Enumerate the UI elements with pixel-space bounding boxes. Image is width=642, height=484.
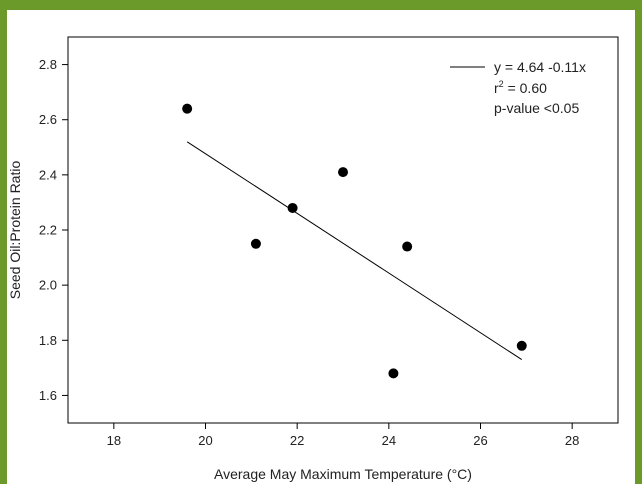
y-tick-label: 2.2 [39, 223, 57, 238]
x-axis-title: Average May Maximum Temperature (°C) [214, 466, 472, 482]
data-point [250, 238, 261, 249]
y-tick-label: 2.8 [39, 57, 57, 72]
legend: y = 4.64 -0.11x r2 = 0.60 p-value <0.05 [450, 59, 586, 116]
data-point [402, 241, 413, 252]
y-tick-label: 2.4 [39, 167, 57, 182]
legend-pvalue: p-value <0.05 [494, 100, 579, 116]
x-tick-label: 26 [473, 433, 487, 448]
y-tick-label: 1.8 [39, 333, 57, 348]
legend-r2-value: = 0.60 [504, 80, 547, 96]
legend-r2: r2 = 0.60 [494, 79, 547, 96]
y-tick-label: 1.6 [39, 388, 57, 403]
data-point [182, 103, 193, 114]
x-axis: 18 20 22 24 26 28 [107, 423, 579, 448]
data-point [338, 167, 348, 178]
y-axis-title: Seed Oil:Protein Ratio [7, 161, 23, 300]
y-tick-label: 2.6 [39, 112, 57, 127]
x-tick-label: 22 [290, 433, 304, 448]
x-tick-label: 20 [198, 433, 212, 448]
legend-r2-prefix: r [494, 80, 499, 96]
y-tick-label: 2.0 [39, 278, 57, 293]
x-tick-label: 18 [107, 433, 121, 448]
data-point [388, 368, 399, 379]
legend-equation: y = 4.64 -0.11x [494, 59, 586, 75]
legend-r2-superscript: 2 [499, 79, 504, 89]
data-point [516, 340, 527, 351]
y-axis: 1.6 1.8 2.0 2.2 2.4 2.6 2.8 [39, 57, 68, 403]
data-point [287, 202, 298, 213]
regression-line [186, 141, 523, 361]
x-tick-label: 28 [565, 433, 579, 448]
x-tick-label: 24 [382, 433, 396, 448]
plot-marks [182, 103, 527, 379]
